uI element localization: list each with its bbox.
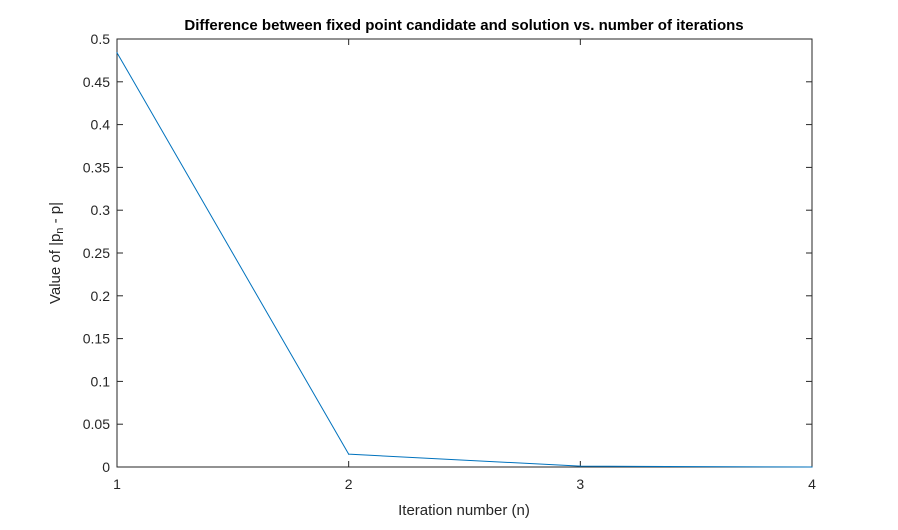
y-axis-label-prefix: Value of |p [47,234,64,304]
series-line [116,52,813,468]
y-tick-label: 0.3 [91,202,111,218]
x-tick-label: 1 [113,476,121,492]
x-axis-label: Iteration number (n) [398,502,530,519]
y-tick-label: 0.35 [83,159,110,175]
axes-box [116,38,813,468]
y-tick-label: 0.15 [83,331,110,347]
y-tick-label: 0.5 [91,31,111,47]
y-axis-label-suffix: - p| [47,202,64,228]
y-tick-label: 0.1 [91,373,111,389]
series-layer [116,52,813,468]
data-point [811,466,813,468]
x-axis: 1 2 3 4 [113,39,816,492]
y-tick-label: 0.05 [83,416,110,432]
data-point [116,52,118,54]
y-tick-label: 0.45 [83,74,110,90]
x-tick-label: 3 [576,476,584,492]
y-tick-label: 0.2 [91,288,111,304]
y-tick-label: 0.4 [91,117,111,133]
chart-title: Difference between fixed point candidate… [184,17,743,34]
y-axis-label-subscript: n [54,228,66,234]
y-axis-label: Value of |pn - p| [47,202,66,304]
y-tick-label: 0.25 [83,245,110,261]
x-tick-label: 4 [808,476,816,492]
x-tick-label: 2 [345,476,353,492]
y-tick-label: 0 [102,459,110,475]
y-axis: 0 0.05 0.1 0.15 0.2 0.25 0.3 0.35 0.4 0.45 0.5 [83,31,812,475]
data-point [348,453,350,455]
data-point [579,465,581,467]
